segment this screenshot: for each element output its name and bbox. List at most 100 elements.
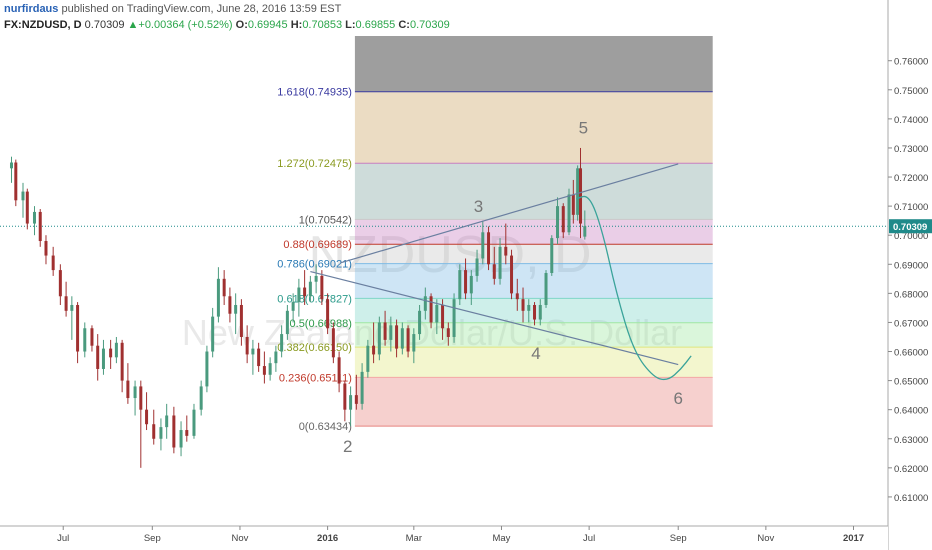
candle-body: [567, 194, 571, 233]
candle-body: [70, 304, 74, 311]
candle-body: [498, 246, 502, 279]
candle-body: [469, 275, 473, 294]
candle-body: [395, 325, 399, 349]
low-value: 0.69855: [355, 19, 396, 31]
time-tick-label: Sep: [144, 533, 161, 544]
candle-body: [331, 328, 335, 358]
candle-body: [165, 415, 169, 428]
fib-level-label: 1(0.70542): [299, 214, 352, 226]
fib-zone: [354, 163, 713, 220]
candle-body: [211, 316, 215, 352]
price-tick-label: 0.65000: [894, 377, 928, 388]
fib-level-label: 0.5(0.66988): [290, 318, 352, 330]
candle-body: [423, 296, 427, 311]
candle-body: [412, 334, 416, 352]
candle-body: [446, 328, 450, 337]
time-tick-label: May: [492, 533, 510, 544]
candle-body: [21, 191, 25, 201]
last-price: 0.70309: [84, 19, 125, 31]
candle-body: [76, 304, 80, 352]
symbol-label[interactable]: FX:NZDUSD, D: [4, 19, 82, 31]
candle-body: [481, 232, 485, 259]
candle-body: [492, 264, 496, 279]
candle-body: [228, 296, 232, 314]
low-key: L:: [345, 19, 356, 31]
candle-body: [216, 278, 220, 317]
candle-body: [452, 299, 456, 337]
candle-body: [25, 191, 29, 224]
price-axis-bg: [888, 0, 932, 550]
candle-body: [285, 310, 289, 335]
high-key: H:: [290, 19, 303, 31]
candle-body: [245, 336, 249, 355]
candle-body: [533, 304, 537, 320]
price-tick-label: 0.74000: [894, 115, 928, 126]
fib-level-label: 1.272(0.72475): [277, 158, 352, 170]
price-tick-label: 0.63000: [894, 435, 928, 446]
candle-body: [185, 430, 189, 436]
price-tick-label: 0.76000: [894, 57, 928, 68]
projection-curve: [575, 195, 692, 381]
candle-body: [239, 304, 243, 337]
candle-body: [487, 232, 491, 265]
fib-level-label: 0.382(0.66150): [277, 342, 352, 354]
wave-label: 4: [531, 344, 540, 363]
candle-body: [133, 386, 137, 399]
up-arrow-icon: ▲: [127, 19, 139, 31]
publish-line: nurfirdaus published on TradingView.com,…: [4, 3, 341, 15]
candle-body: [435, 304, 439, 323]
candle-body: [152, 424, 156, 439]
wave-label: 6: [673, 389, 682, 408]
candle-body: [337, 357, 341, 384]
price-tick-label: 0.62000: [894, 464, 928, 475]
candle-body: [38, 211, 42, 242]
candle-body: [515, 293, 519, 300]
candle-body: [101, 348, 105, 369]
fib-level-label: 0.236(0.65111): [279, 372, 352, 384]
fib-zone: [354, 263, 713, 299]
price-tick-label: 0.64000: [894, 406, 928, 417]
candle-body: [458, 270, 462, 300]
candle-body: [579, 168, 583, 224]
price-tick-label: 0.70000: [894, 231, 928, 242]
candle-body: [521, 299, 525, 311]
candle-body: [583, 226, 587, 237]
watermark-symbol: NZDUSD, D: [308, 226, 591, 284]
high-value: 0.70853: [302, 19, 343, 31]
wave-label: 2: [343, 437, 352, 456]
candle-body: [257, 348, 261, 367]
candle-body: [383, 322, 387, 340]
trendline: [340, 163, 679, 264]
fib-zone: [354, 36, 713, 92]
candle-body: [360, 371, 364, 404]
candle-body: [406, 328, 410, 352]
candle-body: [291, 302, 295, 311]
candle-body: [320, 275, 324, 300]
candle-body: [527, 304, 531, 311]
candle-body: [556, 206, 560, 239]
candle-body: [109, 348, 113, 358]
open-value: 0.69945: [247, 19, 288, 31]
fib-zone: [354, 91, 713, 164]
candle-body: [354, 395, 358, 404]
candle-body: [14, 162, 18, 201]
ohlc-legend: FX:NZDUSD, D 0.70309 ▲+0.00364 (+0.52%) …: [4, 19, 450, 31]
candle-body: [44, 241, 48, 256]
candle-body: [571, 194, 575, 215]
candle-body: [441, 304, 445, 329]
candle-body: [308, 281, 312, 297]
candle-body: [366, 345, 370, 372]
price-tick-label: 0.71000: [894, 202, 928, 213]
author-name[interactable]: nurfirdaus: [4, 3, 59, 15]
close-key: C:: [398, 19, 410, 31]
candle-body: [126, 380, 130, 399]
candle-body: [550, 238, 554, 274]
candle-body: [343, 383, 347, 410]
candle-body: [389, 325, 393, 340]
candle-body: [464, 270, 468, 294]
price-tick-label: 0.72000: [894, 173, 928, 184]
candle-body: [159, 427, 163, 439]
price-tick-label: 0.66000: [894, 348, 928, 359]
fib-level-label: 0(0.63434): [299, 421, 352, 433]
